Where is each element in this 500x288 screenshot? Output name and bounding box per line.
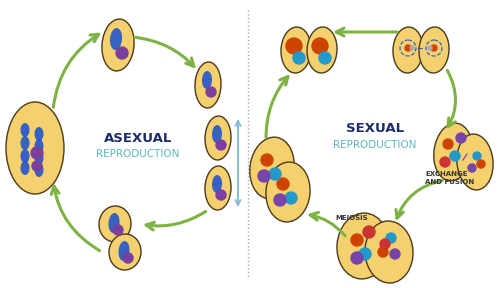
Ellipse shape [195,62,221,108]
Circle shape [473,152,481,160]
Ellipse shape [20,136,30,150]
Circle shape [216,140,226,150]
Circle shape [277,178,289,190]
Ellipse shape [205,166,231,210]
Circle shape [386,233,396,243]
Ellipse shape [337,213,389,279]
Ellipse shape [365,221,413,283]
Ellipse shape [419,27,449,73]
Circle shape [363,226,375,238]
Circle shape [113,225,123,235]
Ellipse shape [118,241,130,261]
Circle shape [312,38,328,54]
Ellipse shape [434,123,472,181]
Ellipse shape [20,123,30,137]
Circle shape [380,239,390,249]
Ellipse shape [212,125,222,143]
Ellipse shape [212,175,222,193]
Ellipse shape [20,161,30,175]
Circle shape [269,168,281,180]
Circle shape [359,248,371,260]
Circle shape [468,164,476,172]
Circle shape [116,47,128,59]
Circle shape [261,154,273,166]
Ellipse shape [34,127,43,141]
Circle shape [216,190,226,200]
Ellipse shape [250,137,294,199]
Ellipse shape [281,27,311,73]
Circle shape [351,234,363,246]
Circle shape [32,161,42,171]
Circle shape [378,247,388,257]
Ellipse shape [102,19,134,71]
Ellipse shape [99,206,131,242]
Text: SEXUAL: SEXUAL [346,122,404,134]
Circle shape [123,253,133,263]
Ellipse shape [20,149,30,163]
Ellipse shape [34,163,43,177]
Ellipse shape [6,102,64,194]
Ellipse shape [34,139,43,153]
Circle shape [477,160,485,168]
Ellipse shape [108,213,120,233]
Circle shape [450,151,460,161]
Circle shape [286,38,302,54]
Circle shape [440,157,450,167]
Text: MEIOSIS: MEIOSIS [335,215,368,221]
Ellipse shape [202,71,212,89]
Text: REPRODUCTION: REPRODUCTION [334,140,416,150]
Circle shape [443,139,453,149]
Circle shape [258,170,270,182]
Circle shape [431,45,437,51]
Circle shape [405,45,411,51]
Ellipse shape [393,27,423,73]
Ellipse shape [457,134,493,190]
Circle shape [390,249,400,259]
Circle shape [274,194,286,206]
Ellipse shape [266,162,310,222]
Ellipse shape [307,27,337,73]
Ellipse shape [110,28,122,50]
Circle shape [410,46,414,50]
Circle shape [351,252,363,264]
Circle shape [293,52,305,64]
Circle shape [31,147,43,159]
Ellipse shape [109,234,141,270]
Text: EXCHANGE
AND FUSION: EXCHANGE AND FUSION [425,171,474,185]
Circle shape [456,133,466,143]
Text: ASEXUAL: ASEXUAL [104,132,172,145]
Circle shape [285,192,297,204]
Text: REPRODUCTION: REPRODUCTION [96,149,180,159]
Ellipse shape [34,151,43,165]
Circle shape [428,46,432,50]
Circle shape [319,52,331,64]
Ellipse shape [205,116,231,160]
Circle shape [206,87,216,97]
